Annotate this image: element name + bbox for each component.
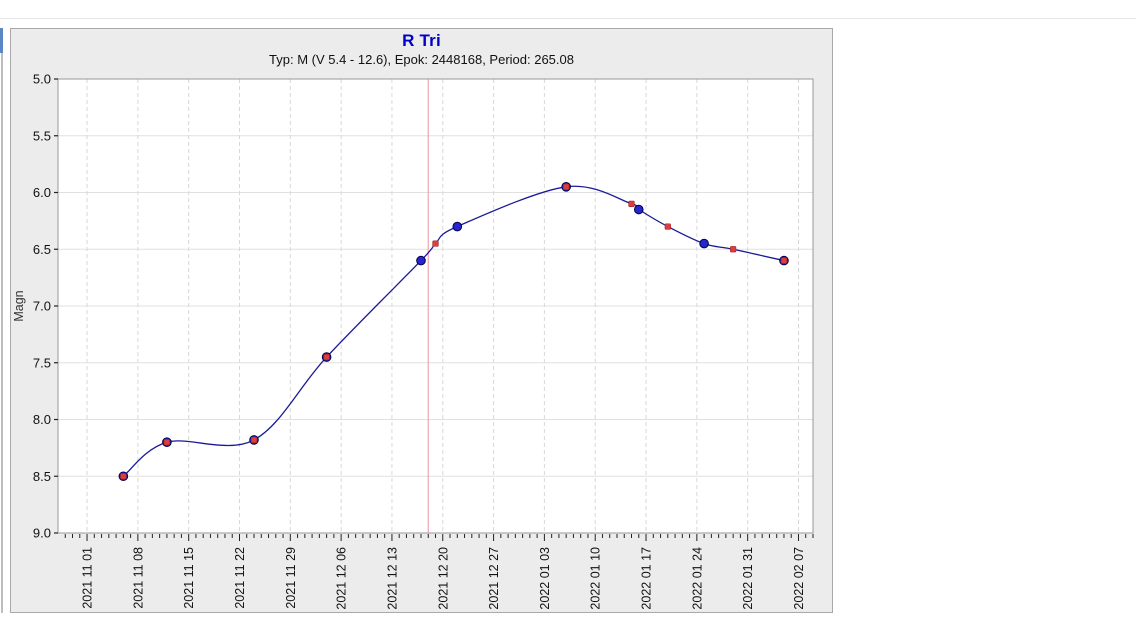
- light-curve-plot: 5.0 5.5 6.0 6.5 7.0 7.5 8.0 8.5 9.0 2021 11 01 202…: [12, 72, 814, 610]
- x-tick-label: 2022 01 03: [538, 547, 552, 610]
- left-window-edge: [1, 28, 3, 613]
- predicted-point: [664, 223, 671, 230]
- x-tick-label: 2021 11 08: [131, 547, 145, 609]
- x-tick-label: 2022 01 31: [741, 547, 755, 610]
- observation-point: [416, 255, 426, 266]
- y-tick-label: 6.5: [33, 242, 51, 257]
- observation-point: [633, 204, 644, 215]
- x-tick-label: 2021 11 22: [233, 547, 247, 609]
- x-tick-label: 2022 01 10: [589, 547, 603, 610]
- y-axis-title: Magn: [12, 290, 26, 321]
- chart-subtitle: Typ: M (V 5.4 - 12.6), Epok: 2448168, Pe…: [269, 52, 574, 67]
- x-tick-label: 2021 12 27: [487, 547, 501, 610]
- x-tick-label: 2022 01 17: [640, 547, 654, 610]
- y-tick-label: 5.5: [33, 128, 51, 143]
- top-divider: [0, 18, 1136, 19]
- predicted-point: [432, 240, 439, 247]
- predicted-point: [563, 183, 570, 190]
- light-curve: [122, 185, 785, 477]
- x-tick-label: 2021 12 20: [436, 547, 450, 610]
- predicted-point: [628, 200, 635, 207]
- x-tick-label: 2021 11 01: [81, 547, 95, 609]
- x-tick-label: 2022 01 24: [690, 547, 704, 610]
- predicted-point: [120, 473, 127, 480]
- predicted-point: [780, 257, 788, 264]
- y-tick-label: 9.0: [33, 526, 51, 541]
- left-edge-scroll-handle[interactable]: [0, 28, 3, 53]
- predicted-point: [730, 246, 737, 253]
- observation-point: [452, 221, 463, 232]
- y-tick-label: 7.0: [33, 299, 51, 314]
- x-tick-label: 2021 12 06: [335, 547, 349, 610]
- y-tick-label: 6.0: [33, 185, 51, 200]
- x-tick-label: 2022 02 07: [792, 547, 806, 610]
- x-tick-label: 2021 12 13: [385, 547, 399, 610]
- y-tick-label: 7.5: [33, 355, 51, 370]
- y-tick-label: 8.0: [33, 412, 51, 427]
- chart-panel: R Tri Typ: M (V 5.4 - 12.6), Epok: 24481…: [10, 28, 833, 613]
- x-tick-label: 2021 11 15: [182, 547, 196, 609]
- predicted-point: [323, 353, 330, 361]
- y-tick-label: 8.5: [33, 469, 51, 484]
- predicted-point: [163, 439, 170, 446]
- chart-title: R Tri: [402, 31, 441, 50]
- x-tick-label: 2021 11 29: [284, 547, 298, 609]
- y-tick-label: 5.0: [33, 72, 51, 87]
- observation-point: [699, 238, 709, 249]
- predicted-point: [250, 436, 258, 444]
